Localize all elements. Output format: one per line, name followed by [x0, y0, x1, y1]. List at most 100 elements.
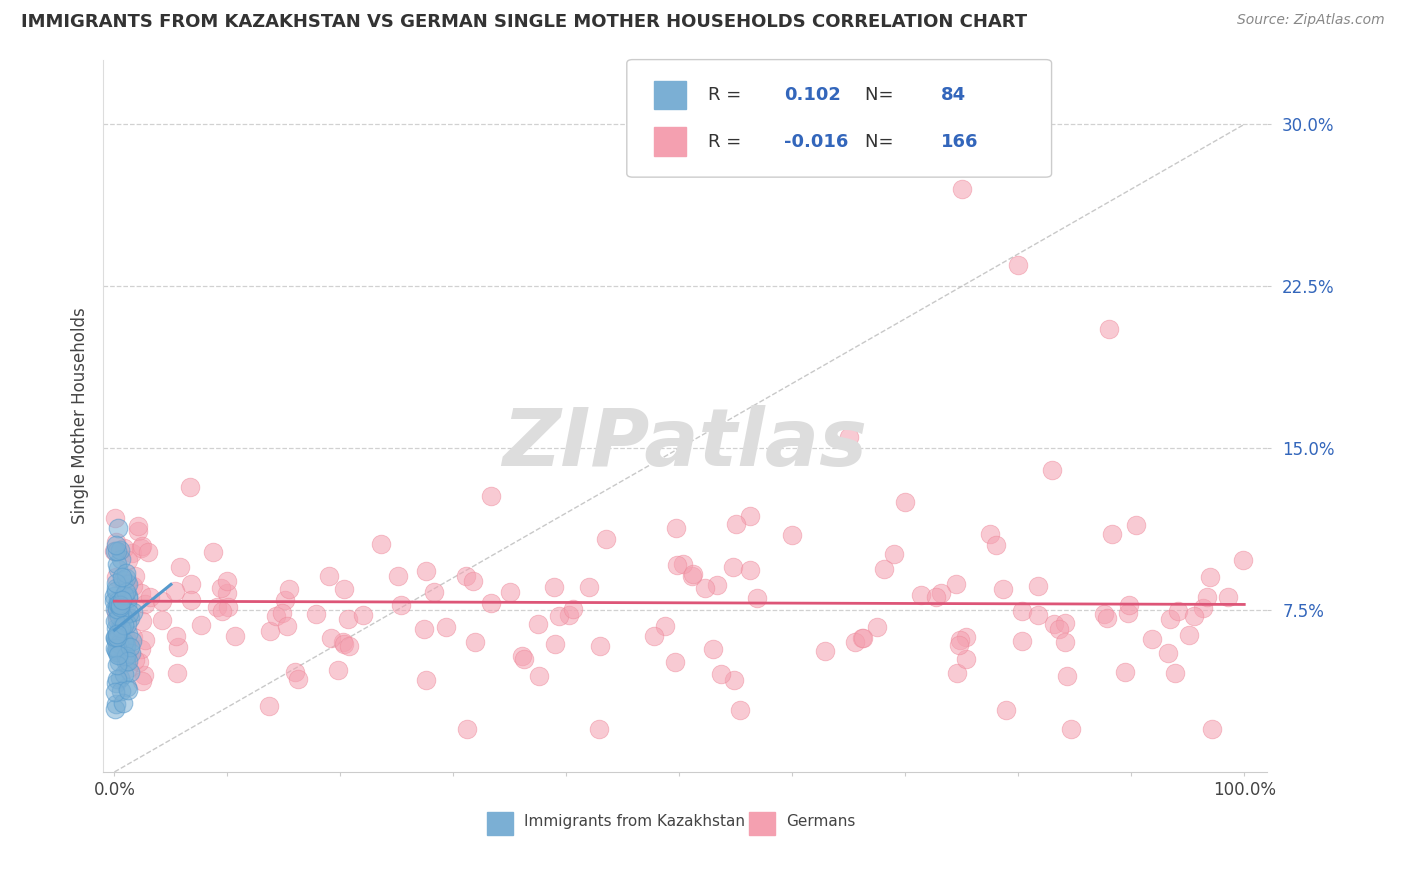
Point [665, 521, 688, 535]
Text: R =: R = [709, 133, 747, 151]
Point [706, 578, 728, 592]
Point [190, 618, 212, 632]
Point [110, 684, 132, 698]
Point [107, 637, 129, 651]
Point [461, 574, 484, 588]
Point [1116, 606, 1139, 620]
Point [994, 702, 1017, 716]
Point [654, 619, 676, 633]
Point [747, 591, 769, 605]
Point [589, 639, 612, 653]
Point [104, 602, 127, 616]
Text: Germans: Germans [786, 814, 856, 830]
Point [128, 655, 150, 669]
Point [117, 589, 139, 603]
Point [115, 681, 138, 695]
Point [558, 607, 581, 622]
Point [1053, 634, 1076, 648]
Point [138, 590, 160, 604]
Point [883, 547, 905, 561]
Point [121, 605, 143, 619]
Point [257, 698, 280, 713]
Point [702, 641, 724, 656]
Point [666, 558, 689, 572]
Point [104, 621, 127, 635]
Point [104, 642, 127, 657]
Point [1101, 526, 1123, 541]
Point [180, 593, 202, 607]
Point [105, 610, 128, 624]
Text: 84: 84 [941, 87, 966, 104]
Text: 166: 166 [941, 133, 979, 151]
Point [1011, 634, 1033, 648]
Point [129, 642, 152, 657]
Point [103, 544, 125, 558]
Point [150, 614, 173, 628]
Point [1167, 604, 1189, 618]
Point [1095, 611, 1118, 625]
Point [1218, 590, 1240, 604]
Point [479, 596, 502, 610]
FancyBboxPatch shape [749, 812, 775, 835]
Point [305, 607, 328, 621]
Point [104, 641, 127, 656]
Point [1178, 628, 1201, 642]
Point [894, 495, 917, 509]
Point [105, 613, 128, 627]
Point [131, 673, 153, 688]
Point [105, 544, 128, 558]
Point [115, 638, 138, 652]
Point [118, 665, 141, 679]
Point [115, 607, 138, 621]
Point [1182, 609, 1205, 624]
Point [117, 626, 139, 640]
Text: Immigrants from Kazakhstan: Immigrants from Kazakhstan [524, 814, 745, 830]
Point [724, 516, 747, 531]
Point [1157, 646, 1180, 660]
Point [108, 656, 131, 670]
Point [104, 569, 127, 583]
Point [165, 629, 187, 643]
Text: IMMIGRANTS FROM KAZAKHSTAN VS GERMAN SINGLE MOTHER HOUSEHOLDS CORRELATION CHART: IMMIGRANTS FROM KAZAKHSTAN VS GERMAN SIN… [21, 13, 1028, 31]
Point [274, 593, 297, 607]
Text: 0.102: 0.102 [785, 87, 841, 104]
Point [114, 648, 136, 663]
Point [510, 649, 533, 664]
Point [105, 640, 128, 655]
Point [117, 682, 139, 697]
Point [115, 655, 138, 669]
Point [117, 552, 139, 566]
Point [259, 624, 281, 639]
Point [105, 581, 128, 595]
Point [945, 576, 967, 591]
Point [721, 560, 744, 574]
Point [415, 564, 437, 578]
Point [108, 542, 131, 557]
Point [107, 636, 129, 650]
Point [499, 584, 522, 599]
Point [107, 643, 129, 657]
Point [129, 586, 152, 600]
Point [1043, 617, 1066, 632]
Point [112, 588, 135, 602]
Point [865, 619, 887, 633]
Point [337, 639, 360, 653]
Point [115, 566, 138, 580]
Point [105, 676, 128, 690]
Point [287, 672, 309, 686]
Point [224, 629, 246, 643]
Point [1125, 518, 1147, 533]
Point [122, 630, 145, 644]
Point [111, 618, 134, 632]
Point [1140, 632, 1163, 647]
Point [209, 581, 232, 595]
Point [543, 580, 565, 594]
Point [131, 541, 153, 555]
Point [955, 651, 977, 665]
Point [693, 581, 716, 595]
Point [103, 594, 125, 608]
Point [984, 538, 1007, 552]
Point [118, 606, 141, 620]
Point [107, 631, 129, 645]
Point [122, 579, 145, 593]
